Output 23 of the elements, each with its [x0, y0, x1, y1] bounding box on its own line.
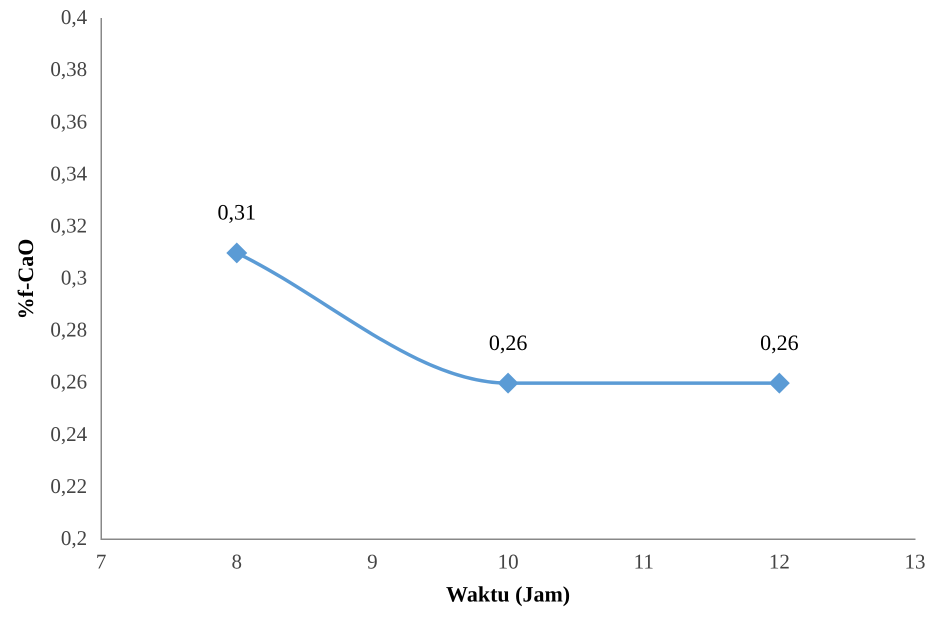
data-label: 0,31 [218, 200, 256, 225]
x-tick-label: 10 [498, 550, 519, 574]
x-tick-label: 9 [367, 550, 378, 574]
y-tick-label: 0,2 [60, 526, 88, 550]
x-tick-label: 8 [232, 550, 242, 574]
x-tick-label: 11 [634, 550, 654, 574]
y-tick-label: 0,26 [50, 370, 88, 394]
y-tick-label: 0,24 [50, 422, 88, 446]
y-tick-label: 0,4 [60, 5, 88, 30]
x-tick-label: 7 [96, 550, 106, 574]
y-tick-label: 0,34 [50, 161, 88, 186]
y-tick-label: 0,36 [50, 109, 88, 134]
y-tick-label: 0,3 [60, 266, 88, 290]
x-tick-label: 12 [768, 550, 790, 574]
y-tick-label: 0,28 [50, 318, 88, 342]
x-tick-label: 13 [904, 550, 926, 574]
data-label: 0,26 [488, 330, 528, 355]
data-label: 0,26 [760, 330, 799, 355]
y-axis-title: %f-CaO [12, 238, 38, 320]
y-tick-label: 0,22 [50, 474, 88, 498]
y-tick-label: 0,38 [50, 57, 88, 82]
x-axis-title: Waktu (Jam) [446, 581, 570, 606]
y-tick-label: 0,32 [50, 213, 88, 238]
